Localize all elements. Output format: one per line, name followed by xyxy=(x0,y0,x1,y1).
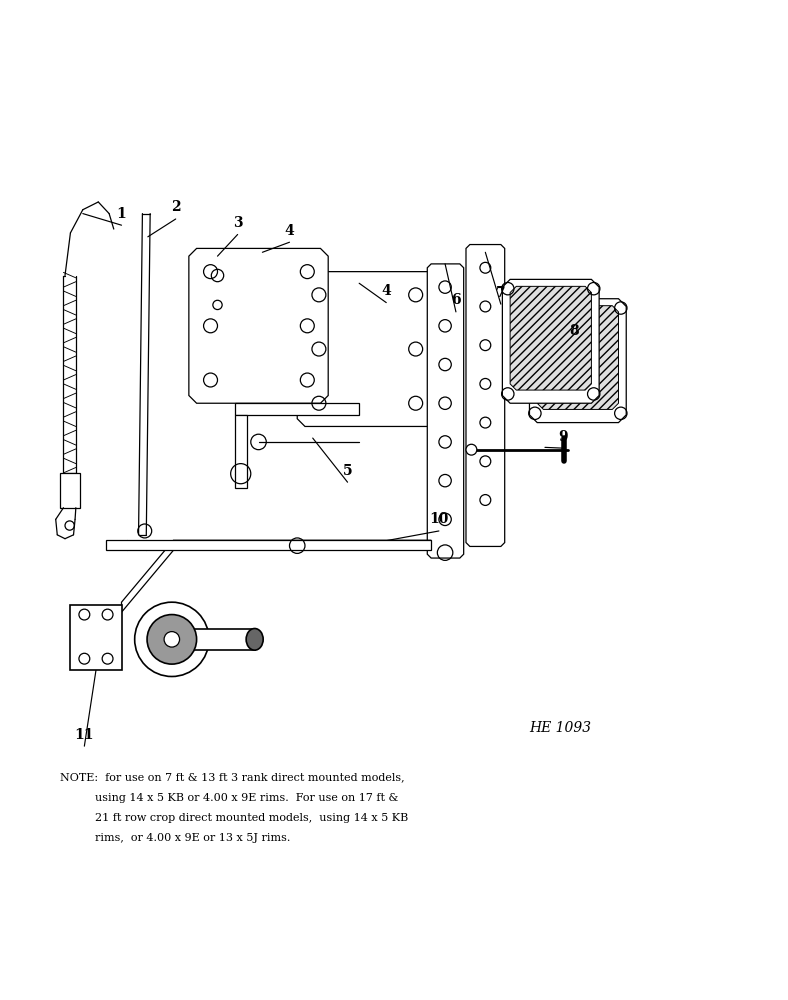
Polygon shape xyxy=(236,403,359,415)
Text: 5: 5 xyxy=(343,464,352,478)
Polygon shape xyxy=(537,306,619,409)
Text: rims,  or 4.00 x 9E or 13 x 5J rims.: rims, or 4.00 x 9E or 13 x 5J rims. xyxy=(60,833,290,843)
Polygon shape xyxy=(214,252,228,318)
Circle shape xyxy=(466,444,477,455)
Polygon shape xyxy=(236,415,247,488)
Polygon shape xyxy=(530,299,626,423)
Polygon shape xyxy=(199,318,236,330)
Polygon shape xyxy=(172,629,255,650)
Polygon shape xyxy=(510,286,592,390)
Polygon shape xyxy=(427,264,463,558)
Ellipse shape xyxy=(246,629,263,650)
Circle shape xyxy=(135,602,209,676)
Text: 6: 6 xyxy=(451,293,461,307)
Text: 2: 2 xyxy=(171,200,180,214)
Text: 3: 3 xyxy=(232,216,243,230)
Text: NOTE:  for use on 7 ft & 13 ft 3 rank direct mounted models,: NOTE: for use on 7 ft & 13 ft 3 rank dir… xyxy=(60,772,404,782)
Text: 10: 10 xyxy=(429,512,448,526)
Circle shape xyxy=(147,615,196,664)
Polygon shape xyxy=(189,248,328,403)
Polygon shape xyxy=(106,540,431,550)
Polygon shape xyxy=(121,540,431,612)
Text: HE 1093: HE 1093 xyxy=(530,721,592,735)
Polygon shape xyxy=(60,473,80,508)
Polygon shape xyxy=(466,245,504,546)
Text: 8: 8 xyxy=(569,324,578,338)
Text: 4: 4 xyxy=(381,284,391,298)
Text: 7: 7 xyxy=(496,286,506,300)
Text: using 14 x 5 KB or 4.00 x 9E rims.  For use on 17 ft &: using 14 x 5 KB or 4.00 x 9E rims. For u… xyxy=(60,793,398,803)
Circle shape xyxy=(164,632,180,647)
Text: 11: 11 xyxy=(75,728,94,742)
Text: 4: 4 xyxy=(284,224,295,238)
Polygon shape xyxy=(70,605,121,670)
Text: 9: 9 xyxy=(558,430,567,444)
Polygon shape xyxy=(503,279,599,403)
Polygon shape xyxy=(297,272,437,426)
Text: 1: 1 xyxy=(117,207,126,221)
Text: 21 ft row crop direct mounted models,  using 14 x 5 KB: 21 ft row crop direct mounted models, us… xyxy=(60,813,408,823)
